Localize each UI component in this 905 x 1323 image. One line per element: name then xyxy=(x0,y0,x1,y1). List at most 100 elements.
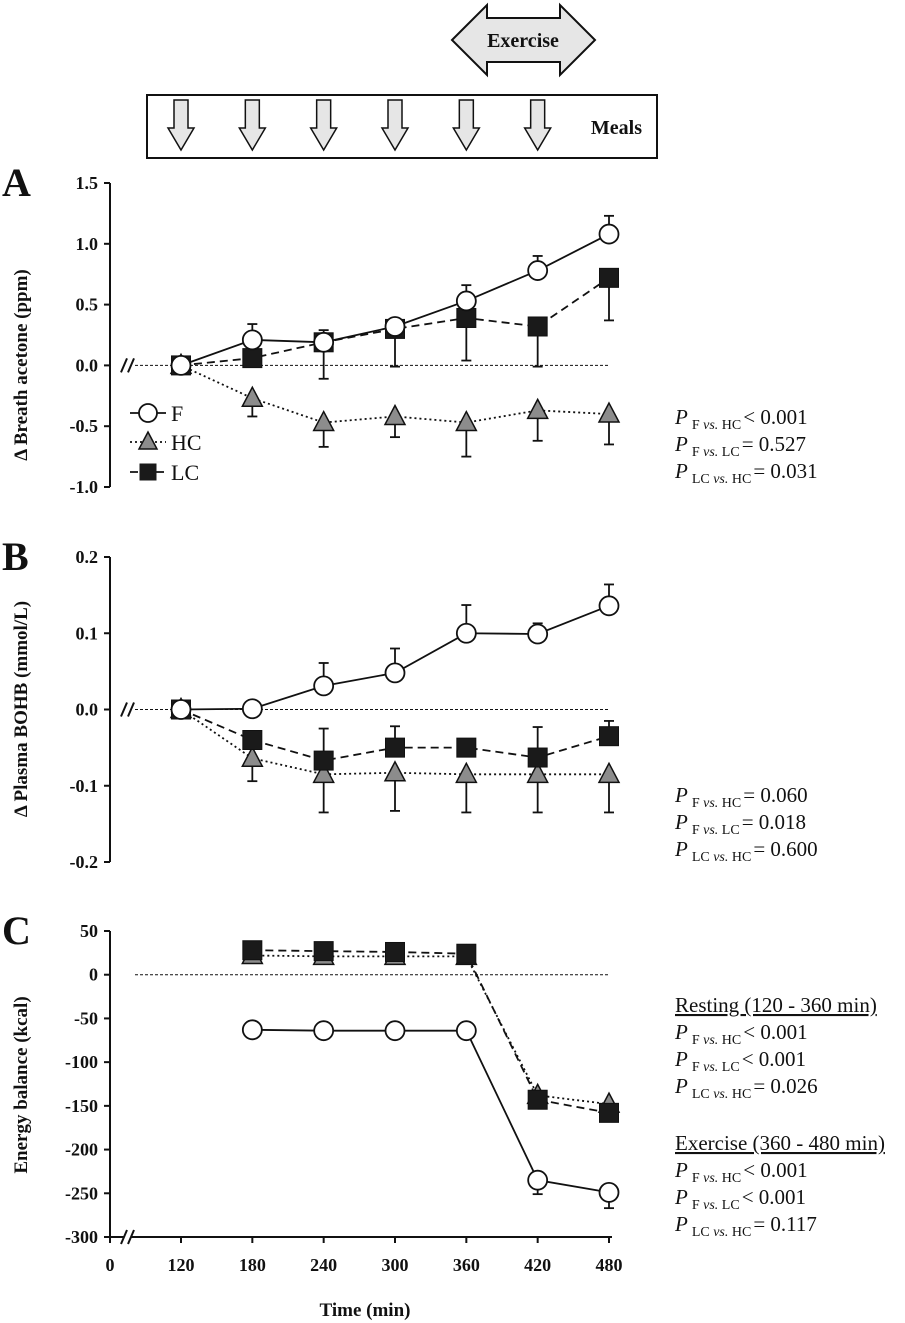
p-value-line: P LC vs. HC= 0.600 xyxy=(674,837,818,865)
p-value: = 0.026 xyxy=(753,1074,817,1098)
x-tick-label: 0 xyxy=(106,1255,115,1275)
data-point-hc xyxy=(455,761,478,784)
p-subscript: HC xyxy=(728,1087,751,1102)
data-point-hc xyxy=(597,761,621,784)
data-point-lc xyxy=(242,348,263,369)
data-point-lc xyxy=(599,267,619,288)
p-symbol: P xyxy=(674,459,688,483)
p-symbol: P xyxy=(674,837,688,861)
data-point-lc xyxy=(313,941,334,962)
data-point-f xyxy=(527,1169,549,1191)
x-tick-label: 480 xyxy=(596,1255,623,1275)
x-tick-label: 240 xyxy=(310,1255,337,1275)
y-tick-label: -1.0 xyxy=(70,477,99,497)
data-point-f xyxy=(384,662,406,684)
data-point-lc xyxy=(385,941,405,962)
p-symbol: P xyxy=(674,1185,688,1209)
p-value: = 0.018 xyxy=(742,810,806,834)
y-axis-title: Δ Breath acetone (ppm) xyxy=(11,269,32,461)
p-symbol: P xyxy=(674,1020,688,1044)
x-axis-title: Time (min) xyxy=(320,1300,411,1321)
data-point-f xyxy=(313,675,335,697)
p-subscript: vs. xyxy=(713,1087,728,1102)
x-tick-label: 420 xyxy=(524,1255,551,1275)
y-axis-title: Δ Plasma BOHB (mmol/L) xyxy=(11,601,32,817)
p-subscript: F xyxy=(692,418,703,433)
data-point-f xyxy=(170,354,192,376)
y-tick-label: 0.1 xyxy=(76,623,99,643)
p-subscript: HC xyxy=(718,796,741,811)
data-point-lc xyxy=(456,737,477,758)
series-line-f xyxy=(252,1028,610,1194)
p-value: = 0.031 xyxy=(753,459,817,483)
y-axis-title: Energy balance (kcal) xyxy=(11,996,32,1173)
stats-heading: Resting (120 - 360 min) xyxy=(675,993,877,1017)
p-subscript: vs. xyxy=(703,1060,718,1075)
data-point-lc xyxy=(456,943,477,964)
p-value-line: P LC vs. HC= 0.117 xyxy=(674,1212,817,1240)
p-subscript: HC xyxy=(718,1171,741,1186)
y-tick-label: -200 xyxy=(65,1140,98,1160)
p-symbol: P xyxy=(674,432,688,456)
data-point-f xyxy=(241,329,263,351)
y-tick-label: 1.0 xyxy=(76,234,99,254)
x-tick-label: 300 xyxy=(382,1255,409,1275)
legend-marker-lc xyxy=(139,463,157,481)
p-subscript: HC xyxy=(728,850,751,865)
data-point-f xyxy=(384,316,406,337)
x-tick-label: 120 xyxy=(168,1255,195,1275)
p-subscript: LC xyxy=(692,472,713,487)
p-value: < 0.001 xyxy=(743,1158,807,1182)
axis-break xyxy=(120,702,135,717)
data-point-f xyxy=(313,331,335,353)
p-value: = 0.117 xyxy=(753,1212,817,1236)
data-point-lc xyxy=(242,730,263,750)
p-symbol: P xyxy=(674,783,688,807)
meal-arrows xyxy=(166,99,552,152)
panel-b: B 0.2 0.1 0.0 -0.1 -0.2 Δ Plasma BOHB (mmol/L)… xyxy=(2,534,818,872)
y-tick-label: -100 xyxy=(65,1052,98,1072)
p-symbol: P xyxy=(674,405,688,429)
p-value-line: P LC vs. HC= 0.026 xyxy=(674,1074,818,1102)
p-subscript: LC xyxy=(718,1198,739,1213)
data-point-lc xyxy=(599,1102,619,1123)
data-point-lc xyxy=(385,737,405,758)
exercise-label: Exercise xyxy=(487,30,559,52)
data-point-lc xyxy=(242,940,263,961)
p-subscript: vs. xyxy=(703,1033,718,1048)
data-point-lc xyxy=(313,750,334,771)
panel-letter: A xyxy=(2,160,31,205)
data-point-f xyxy=(241,698,263,720)
meal-arrow-3 xyxy=(380,99,410,152)
p-subscript: LC xyxy=(718,823,739,838)
data-point-hc xyxy=(241,745,264,768)
meals-label: Meals xyxy=(591,117,642,139)
data-point-f xyxy=(598,595,620,617)
p-subscript: vs. xyxy=(703,1171,718,1186)
p-value: < 0.001 xyxy=(742,1185,806,1209)
p-subscript: vs. xyxy=(703,445,718,460)
data-point-f xyxy=(527,260,549,281)
p-symbol: P xyxy=(674,1074,688,1098)
p-subscript: F xyxy=(692,1198,703,1213)
legend-marker-f xyxy=(138,403,158,423)
p-subscript: HC xyxy=(718,418,741,433)
meal-arrow-2 xyxy=(309,99,338,152)
data-point-f xyxy=(598,1182,620,1203)
data-point-hc xyxy=(312,409,335,432)
data-point-f xyxy=(598,223,620,245)
y-tick-label: 0.2 xyxy=(76,547,99,567)
data-point-hc xyxy=(383,403,407,426)
y-tick-label: 1.5 xyxy=(76,173,99,193)
data-point-f xyxy=(455,1020,477,1042)
data-point-f xyxy=(241,1019,263,1041)
p-value: < 0.001 xyxy=(743,405,807,429)
stats-heading: Exercise (360 - 480 min) xyxy=(675,1131,885,1155)
exercise-double-arrow xyxy=(450,2,597,78)
meal-arrow-5 xyxy=(523,99,552,152)
data-point-lc xyxy=(527,1089,548,1110)
